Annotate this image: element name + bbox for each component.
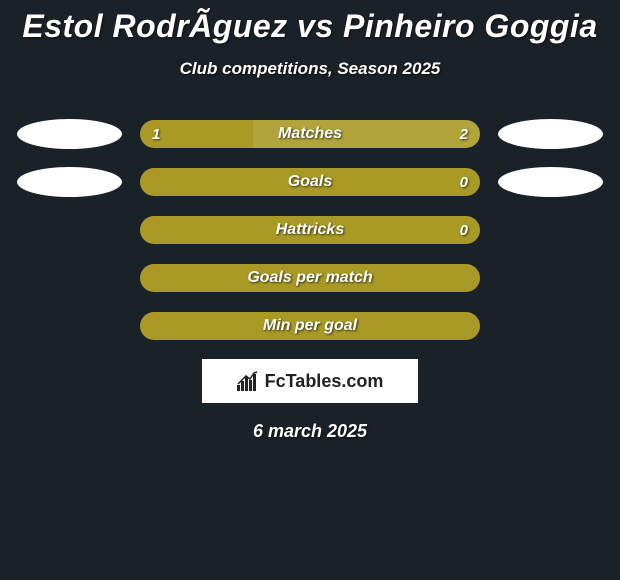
player-right-marker	[498, 119, 603, 149]
stat-bar: Min per goal	[140, 312, 480, 340]
stat-bar: Goals0	[140, 168, 480, 196]
player-right-marker	[498, 167, 603, 197]
stat-bar-left-value: 1	[152, 120, 160, 148]
brand-box[interactable]: FcTables.com	[202, 359, 418, 403]
stat-bar: Matches1 2	[140, 120, 480, 148]
stat-row: Goals per match	[0, 263, 620, 293]
stat-bar: Hattricks0	[140, 216, 480, 244]
stat-bar-label: Min per goal	[140, 312, 480, 340]
stat-bar-right-value: 0	[460, 216, 468, 244]
brand-text: FcTables.com	[265, 371, 384, 392]
bar-chart-icon	[237, 371, 259, 391]
stat-bar-right-value: 0	[460, 168, 468, 196]
stat-bar-label: Hattricks	[140, 216, 480, 244]
player-left-marker	[17, 167, 122, 197]
stat-bar-right-value: 2	[460, 120, 468, 148]
stat-bar-label: Goals per match	[140, 264, 480, 292]
page-subtitle: Club competitions, Season 2025	[0, 59, 620, 79]
stat-row: Hattricks0	[0, 215, 620, 245]
stat-bar-label: Matches	[140, 120, 480, 148]
page-title: Estol RodrÃ­guez vs Pinheiro Goggia	[0, 8, 620, 45]
comparison-panel: Estol RodrÃ­guez vs Pinheiro Goggia Club…	[0, 0, 620, 442]
stat-row: Min per goal	[0, 311, 620, 341]
stat-row: Goals0	[0, 167, 620, 197]
stat-bar-label: Goals	[140, 168, 480, 196]
date-footer: 6 march 2025	[0, 421, 620, 442]
player-left-marker	[17, 119, 122, 149]
stat-row: Matches1 2	[0, 119, 620, 149]
stat-rows: Matches12Goals0Hattricks0Goals per match…	[0, 119, 620, 341]
stat-bar: Goals per match	[140, 264, 480, 292]
